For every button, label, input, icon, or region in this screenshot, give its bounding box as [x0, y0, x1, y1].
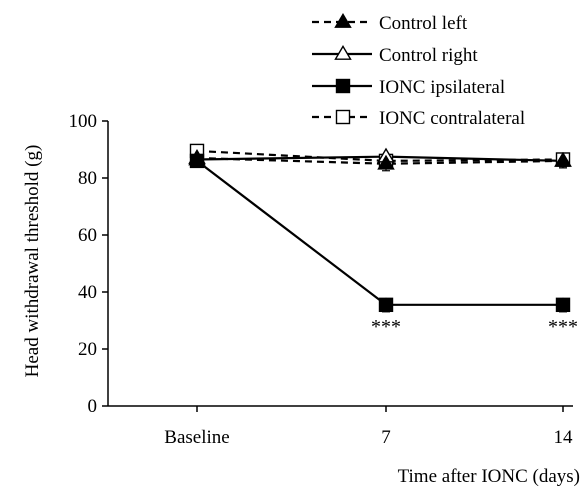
y-tick-label-20: 20 — [78, 339, 97, 360]
point-ionc-ipsilateral-baseline — [189, 153, 205, 169]
significance-14: *** — [548, 316, 578, 338]
y-tick-label-100: 100 — [69, 111, 98, 132]
y-axis-title: Head withdrawal threshold (g) — [22, 145, 43, 378]
x-axis-title: Time after IONC (days) — [398, 466, 580, 487]
legend-label-ionc-ipsilateral: IONC ipsilateral — [379, 77, 505, 98]
legend-item-control-left: Control left — [312, 12, 468, 34]
y-tick-label-0: 0 — [88, 396, 98, 417]
y-tick-label-40: 40 — [78, 282, 97, 303]
legend-label-ionc-contralateral: IONC contralateral — [379, 108, 525, 129]
x-tick-label-baseline: Baseline — [164, 427, 229, 448]
y-tick-label-80: 80 — [78, 168, 97, 189]
y-axis: 0 20 40 60 80 100 — [69, 111, 109, 417]
legend: Control left Control right IONC ipsilatera… — [312, 12, 525, 129]
point-control-left-14 — [554, 151, 572, 167]
legend-marker-ionc-contralateral — [335, 109, 351, 125]
legend-marker-control-left — [334, 12, 352, 28]
legend-label-control-left: Control left — [379, 13, 468, 34]
series-line-control-left — [196, 156, 564, 165]
legend-item-ionc-contralateral: IONC contralateral — [312, 108, 525, 129]
legend-marker-control-right — [334, 44, 352, 60]
legend-item-control-right: Control right — [312, 44, 478, 66]
legend-marker-ionc-ipsilateral — [335, 78, 351, 94]
plot-area: *** *** — [188, 143, 578, 338]
significance-7: *** — [371, 316, 401, 338]
point-control-left-7 — [377, 154, 395, 170]
point-ionc-ipsilateral-14 — [555, 297, 571, 313]
series-line-ionc-ipsilateral — [196, 160, 563, 306]
x-axis: Baseline 7 14 — [108, 405, 574, 448]
point-ionc-ipsilateral-7 — [378, 297, 394, 313]
legend-item-ionc-ipsilateral: IONC ipsilateral — [312, 77, 505, 98]
x-tick-label-14: 14 — [554, 427, 574, 448]
x-tick-label-7: 7 — [381, 427, 391, 448]
series-line-ionc-contralateral — [196, 149, 564, 163]
y-tick-label-60: 60 — [78, 225, 97, 246]
legend-label-control-right: Control right — [379, 45, 478, 66]
